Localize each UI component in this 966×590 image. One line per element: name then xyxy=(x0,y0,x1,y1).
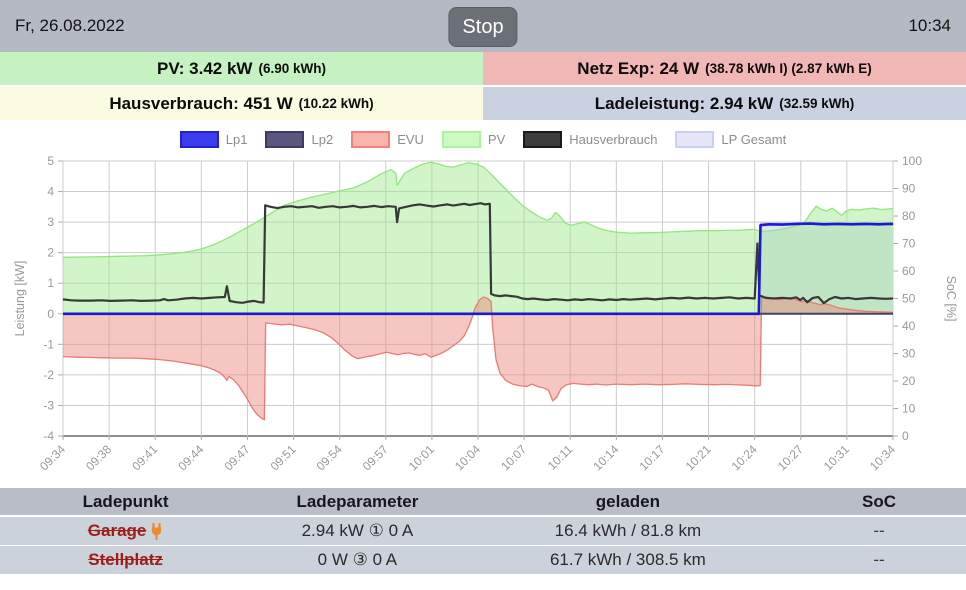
svg-text:09:44: 09:44 xyxy=(175,442,206,473)
svg-text:10:31: 10:31 xyxy=(821,442,852,473)
chargepoint-name[interactable]: Garage xyxy=(87,521,147,540)
pv-status-cell: PV: 3.42 kW (6.90 kWh) xyxy=(0,52,483,85)
column-header-ladeparameter: Ladeparameter xyxy=(296,491,419,511)
svg-text:10:04: 10:04 xyxy=(452,442,483,473)
house-energy: (10.22 kWh) xyxy=(298,96,374,111)
topbar: Fr, 26.08.2022 Stop 10:34 xyxy=(0,0,966,52)
svg-text:90: 90 xyxy=(902,182,916,196)
svg-text:10:01: 10:01 xyxy=(406,442,437,473)
svg-text:09:54: 09:54 xyxy=(314,442,345,473)
chargepoint-row-stellplatz[interactable]: Stellplatz 0 W ③ 0 A 61.7 kWh / 308.5 km -- xyxy=(0,546,966,574)
svg-text:10:07: 10:07 xyxy=(498,442,529,473)
openwb-app: Fr, 26.08.2022 Stop 10:34 PV: 3.42 kW (6… xyxy=(0,0,966,574)
svg-text:20: 20 xyxy=(902,374,916,388)
status-grid: PV: 3.42 kW (6.90 kWh) Netz Exp: 24 W (3… xyxy=(0,52,966,120)
svg-text:09:41: 09:41 xyxy=(129,442,160,473)
house-value: Hausverbrauch: 451 W xyxy=(109,93,293,113)
date-label: Fr, 26.08.2022 xyxy=(15,16,125,35)
svg-text:0: 0 xyxy=(47,307,54,321)
chart-plot-area: 543210-1-2-3-4100908070605040302010009:3… xyxy=(13,154,958,473)
svg-text:10:24: 10:24 xyxy=(729,442,760,473)
svg-text:1: 1 xyxy=(47,276,54,290)
svg-text:10:11: 10:11 xyxy=(545,442,576,473)
svg-text:-2: -2 xyxy=(43,368,54,382)
table-header-row: Ladepunkt Ladeparameter geladen SoC xyxy=(0,488,966,515)
pv-value: PV: 3.42 kW xyxy=(157,58,253,78)
svg-text:40: 40 xyxy=(902,319,916,333)
svg-text:10:27: 10:27 xyxy=(775,442,806,473)
soc-value: -- xyxy=(873,521,885,540)
time-label: 10:34 xyxy=(908,16,951,35)
charged-amount: 16.4 kWh / 81.8 km xyxy=(554,521,702,540)
stop-button[interactable]: Stop xyxy=(448,7,518,47)
charge-power-cell: Ladeleistung: 2.94 kW (32.59 kWh) xyxy=(483,87,966,120)
svg-text:80: 80 xyxy=(902,209,916,223)
grid-value: Netz Exp: 24 W xyxy=(577,58,700,78)
svg-text:5: 5 xyxy=(47,154,54,168)
soc-value: -- xyxy=(873,550,885,569)
charge-energy: (32.59 kWh) xyxy=(779,96,855,111)
svg-text:2: 2 xyxy=(47,246,54,260)
pv-energy: (6.90 kWh) xyxy=(258,61,326,76)
charge-parameters: 2.94 kW ① 0 A xyxy=(301,521,414,540)
svg-text:09:38: 09:38 xyxy=(83,442,114,473)
chargepoint-row-garage[interactable]: Garage 2.94 kW ① 0 A 16.4 kWh / 81.8 km -- xyxy=(0,517,966,545)
svg-text:30: 30 xyxy=(902,347,916,361)
charged-amount: 61.7 kWh / 308.5 km xyxy=(549,550,706,569)
svg-text:10:14: 10:14 xyxy=(590,442,621,473)
svg-text:-4: -4 xyxy=(43,429,54,443)
svg-text:SoC [%]: SoC [%] xyxy=(944,276,958,322)
svg-text:09:34: 09:34 xyxy=(37,442,68,473)
svg-text:09:51: 09:51 xyxy=(268,442,299,473)
svg-text:-1: -1 xyxy=(43,337,54,351)
plug-icon xyxy=(152,522,162,540)
column-header-ladepunkt: Ladepunkt xyxy=(82,491,169,511)
chargepoint-table: Ladepunkt Ladeparameter geladen SoC Garage 2… xyxy=(0,488,966,574)
grid-status-cell: Netz Exp: 24 W (38.78 kWh I) (2.87 kWh E… xyxy=(483,52,966,85)
svg-text:09:57: 09:57 xyxy=(360,442,391,473)
grid-energy: (38.78 kWh I) (2.87 kWh E) xyxy=(705,61,872,76)
house-consumption-cell: Hausverbrauch: 451 W (10.22 kWh) xyxy=(0,87,483,120)
svg-text:10: 10 xyxy=(902,402,916,416)
svg-text:Leistung [kW]: Leistung [kW] xyxy=(13,261,27,337)
svg-text:10:21: 10:21 xyxy=(683,442,714,473)
charge-value: Ladeleistung: 2.94 kW xyxy=(594,93,774,113)
svg-text:3: 3 xyxy=(47,215,54,229)
svg-text:10:34: 10:34 xyxy=(867,442,898,473)
svg-text:4: 4 xyxy=(47,185,54,199)
svg-text:100: 100 xyxy=(902,154,922,168)
charge-parameters: 0 W ③ 0 A xyxy=(317,550,398,569)
column-header-geladen: geladen xyxy=(595,491,661,511)
svg-text:70: 70 xyxy=(902,237,916,251)
svg-text:50: 50 xyxy=(902,292,916,306)
svg-text:10:17: 10:17 xyxy=(636,442,667,473)
svg-text:60: 60 xyxy=(902,264,916,278)
svg-text:09:47: 09:47 xyxy=(221,442,252,473)
svg-text:-3: -3 xyxy=(43,398,54,412)
svg-text:0: 0 xyxy=(902,429,909,443)
chargepoint-name[interactable]: Stellplatz xyxy=(88,550,163,569)
column-header-soc: SoC xyxy=(862,491,897,511)
